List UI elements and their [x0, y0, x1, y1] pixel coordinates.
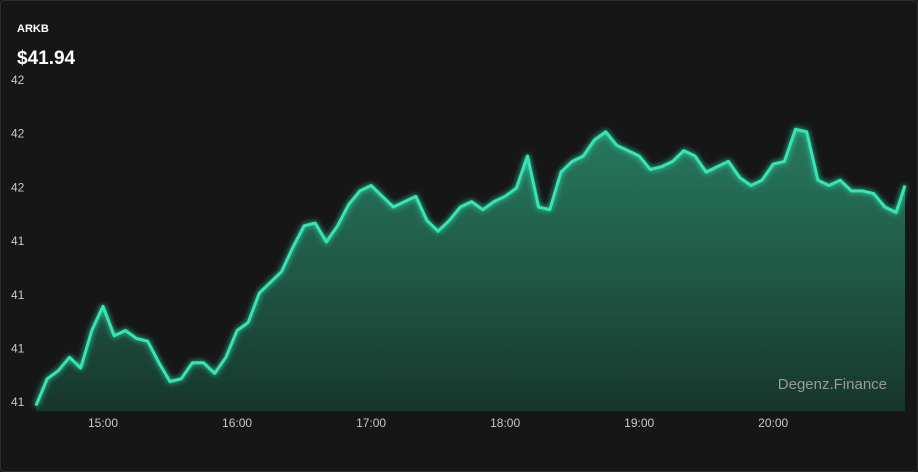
plot — [34, 127, 907, 411]
x-tick-label: 15:00 — [88, 416, 118, 430]
x-tick-label: 17:00 — [356, 416, 386, 430]
watermark: Degenz.Finance — [778, 376, 887, 393]
y-tick-label: 42 — [11, 180, 25, 194]
y-tick-label: 41 — [11, 234, 25, 248]
y-tick-label: 41 — [11, 395, 25, 409]
price: $41.94 — [17, 48, 76, 69]
y-tick-label: 42 — [11, 73, 25, 87]
x-tick-label: 20:00 — [758, 416, 788, 430]
y-tick-label: 41 — [11, 341, 25, 355]
ticker: ARKB — [17, 23, 49, 35]
area-fill — [36, 129, 905, 411]
x-tick-label: 18:00 — [490, 416, 520, 430]
y-tick-label: 42 — [11, 127, 25, 141]
x-tick-label: 19:00 — [624, 416, 654, 430]
y-tick-label: 41 — [11, 288, 25, 302]
x-tick-label: 16:00 — [222, 416, 252, 430]
price-line — [34, 127, 907, 407]
